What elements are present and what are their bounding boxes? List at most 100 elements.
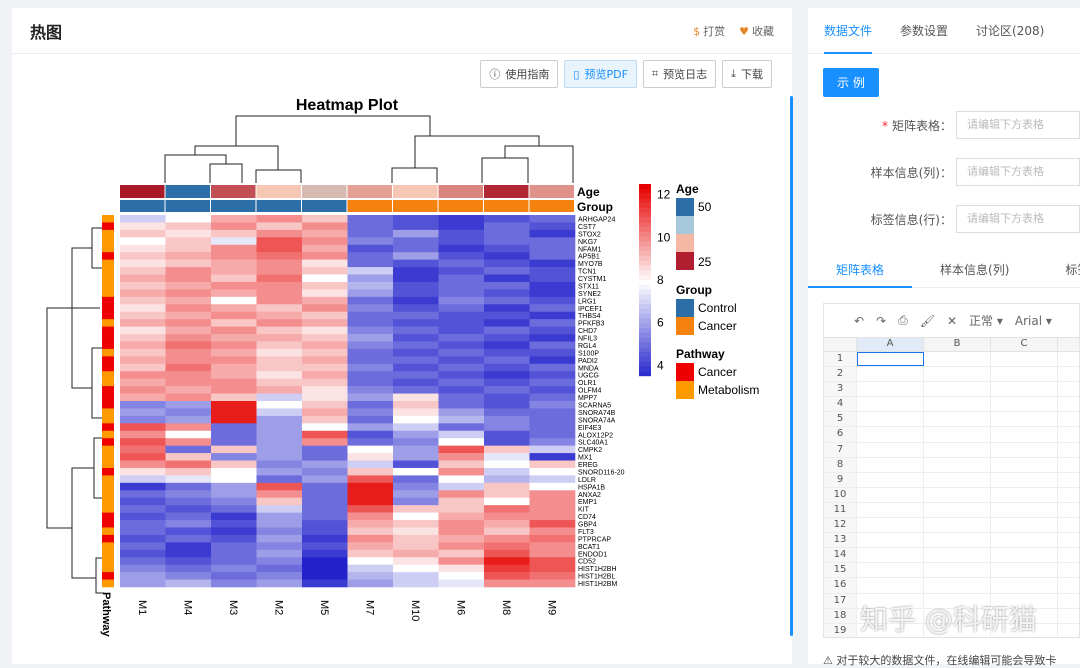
cell[interactable] (991, 548, 1058, 563)
cell[interactable] (857, 397, 924, 412)
cell[interactable] (857, 502, 924, 518)
sheet-tab-sample[interactable]: 样本信息(列) (940, 262, 1010, 277)
cell[interactable] (991, 487, 1058, 502)
font-select[interactable]: Arial ▾ (1014, 313, 1052, 328)
cell[interactable] (857, 352, 924, 367)
cell[interactable] (924, 502, 991, 518)
cell[interactable] (924, 608, 991, 623)
cell[interactable] (991, 608, 1058, 623)
cell[interactable] (991, 367, 1058, 382)
cell[interactable] (924, 563, 991, 578)
cell[interactable] (857, 412, 924, 427)
tab-data-file[interactable]: 数据文件 (824, 8, 873, 54)
cell[interactable] (991, 472, 1058, 487)
cell[interactable] (924, 472, 991, 487)
cell[interactable] (991, 427, 1058, 442)
preview-pdf-button[interactable]: ▯ 预览PDF (564, 60, 637, 88)
cell[interactable] (857, 472, 924, 487)
cell[interactable] (924, 427, 991, 442)
cell[interactable] (924, 548, 991, 563)
cell[interactable] (924, 457, 991, 472)
cell[interactable] (924, 593, 991, 608)
cell[interactable] (857, 382, 924, 397)
cell[interactable] (857, 367, 924, 382)
row-header[interactable]: 6 (824, 427, 857, 442)
sheet-tab-matrix[interactable]: 矩阵表格 (808, 252, 913, 288)
col-header[interactable]: B (924, 338, 991, 351)
cell[interactable] (857, 427, 924, 442)
cell[interactable] (924, 397, 991, 412)
row-header[interactable]: 4 (824, 397, 857, 412)
cell[interactable] (857, 578, 924, 593)
guide-button[interactable]: ⓘ 使用指南 (480, 60, 559, 88)
row-header[interactable]: 5 (824, 412, 857, 427)
cell[interactable] (991, 518, 1058, 533)
style-select[interactable]: 正常 ▾ (969, 314, 1003, 328)
row-header[interactable]: 13 (824, 533, 857, 548)
tab-params[interactable]: 参数设置 (900, 23, 949, 38)
row-header[interactable]: 2 (824, 367, 857, 382)
col-header[interactable]: A (857, 338, 924, 351)
cell[interactable] (991, 593, 1058, 608)
cell[interactable] (991, 533, 1058, 548)
cell[interactable] (924, 412, 991, 427)
cell[interactable] (991, 502, 1058, 518)
row-header[interactable]: 18 (824, 608, 857, 623)
cell[interactable] (924, 442, 991, 457)
cell[interactable] (991, 442, 1058, 457)
tab-discussion[interactable]: 讨论区(208) (976, 23, 1045, 38)
cell[interactable] (991, 457, 1058, 472)
row-header[interactable]: 12 (824, 518, 857, 533)
cell[interactable] (924, 623, 991, 637)
cell[interactable] (924, 518, 991, 533)
reward-link[interactable]: $ 打赏 (693, 24, 726, 38)
col-header[interactable]: C (991, 338, 1058, 351)
cell[interactable] (924, 578, 991, 593)
cell[interactable] (991, 382, 1058, 397)
row-header[interactable]: 15 (824, 563, 857, 578)
row-header[interactable]: 17 (824, 593, 857, 608)
row-header[interactable]: 9 (824, 472, 857, 487)
row-header[interactable]: 8 (824, 457, 857, 472)
clear-format-icon[interactable]: ✕ (946, 313, 958, 328)
cell[interactable] (991, 563, 1058, 578)
row-header[interactable]: 1 (824, 352, 857, 367)
cell[interactable] (857, 442, 924, 457)
label-info-input[interactable]: 请编辑下方表格 (956, 205, 1080, 233)
cell[interactable] (857, 533, 924, 548)
redo-icon[interactable]: ↷ (876, 313, 887, 328)
cell[interactable] (991, 352, 1058, 367)
cell[interactable] (857, 593, 924, 608)
cell[interactable] (924, 352, 991, 367)
cell[interactable] (857, 518, 924, 533)
sheet-tab-label[interactable]: 标签 (1065, 262, 1080, 277)
cell[interactable] (857, 623, 924, 637)
undo-icon[interactable]: ↶ (854, 313, 865, 328)
cell[interactable] (924, 487, 991, 502)
cell[interactable] (991, 623, 1058, 637)
row-header[interactable]: 14 (824, 548, 857, 563)
sample-info-input[interactable]: 请编辑下方表格 (956, 158, 1080, 186)
row-header[interactable]: 10 (824, 487, 857, 502)
row-header[interactable]: 16 (824, 578, 857, 593)
cell[interactable] (857, 608, 924, 623)
scrollbar[interactable] (790, 96, 793, 636)
row-header[interactable]: 7 (824, 442, 857, 457)
cell[interactable] (924, 533, 991, 548)
cell[interactable] (991, 412, 1058, 427)
paint-format-icon[interactable]: 🖌 (919, 313, 935, 328)
print-icon[interactable]: ⎙ (898, 313, 908, 327)
cell[interactable] (924, 382, 991, 397)
cell[interactable] (991, 578, 1058, 593)
preview-log-button[interactable]: ⌗ 预览日志 (642, 60, 717, 88)
row-header[interactable]: 19 (824, 623, 857, 637)
cell[interactable] (857, 487, 924, 502)
favorite-link[interactable]: ♥ 收藏 (739, 24, 774, 38)
row-header[interactable]: 3 (824, 382, 857, 397)
cell[interactable] (857, 457, 924, 472)
download-button[interactable]: ⤓ 下载 (722, 60, 772, 88)
cell[interactable] (857, 548, 924, 563)
cell[interactable] (991, 397, 1058, 412)
cell[interactable] (857, 563, 924, 578)
